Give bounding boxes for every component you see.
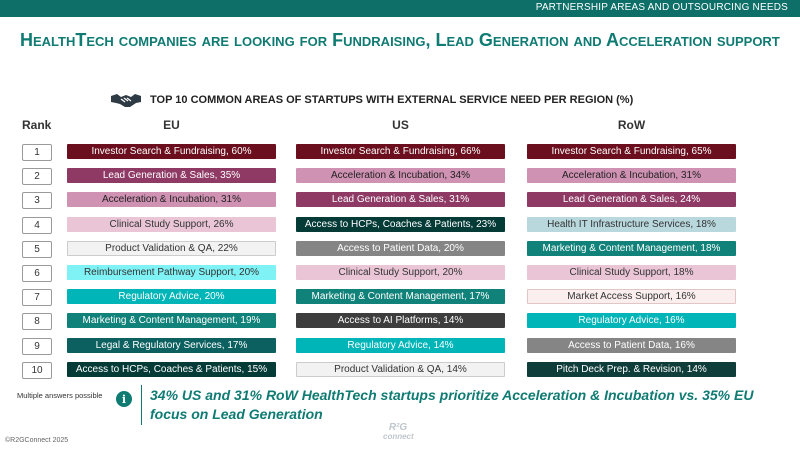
row-rank-6-cell: Clinical Study Support, 18% — [527, 265, 736, 280]
row-rank-4-cell: Health IT Infrastructure Services, 18% — [527, 217, 736, 232]
us-rank-2-cell: Acceleration & Incubation, 34% — [296, 168, 505, 183]
page-title: HealthTech companies are looking for Fun… — [20, 30, 780, 50]
key-insight: 34% US and 31% RoW HealthTech startups p… — [150, 387, 754, 422]
row-rank-10-cell: Pitch Deck Prep. & Revision, 14% — [527, 362, 736, 377]
rank-10: 10 — [22, 362, 52, 379]
rank-header: Rank — [22, 118, 52, 132]
info-icon: i — [116, 391, 132, 407]
rank-9: 9 — [22, 338, 52, 355]
us-rank-7-cell: Marketing & Content Management, 17% — [296, 289, 505, 304]
eu-header: EU — [163, 118, 180, 132]
section-label: PARTNERSHIP AREAS AND OUTSOURCING NEEDS — [535, 2, 788, 13]
row-rank-7-cell: Market Access Support, 16% — [527, 289, 736, 304]
rank-3: 3 — [22, 192, 52, 209]
rank-4: 4 — [22, 217, 52, 234]
rank-5: 5 — [22, 241, 52, 258]
rank-6: 6 — [22, 265, 52, 282]
table-subtitle: TOP 10 COMMON AREAS OF STARTUPS WITH EXT… — [110, 90, 633, 110]
eu-rank-10-cell: Access to HCPs, Coaches & Patients, 15% — [67, 362, 276, 377]
eu-rank-6-cell: Reimbursement Pathway Support, 20% — [67, 265, 276, 280]
copyright: ©R2GConnect 2025 — [5, 437, 69, 444]
us-rank-5-cell: Access to Patient Data, 20% — [296, 241, 505, 256]
handshake-icon — [111, 94, 141, 107]
eu-rank-3-cell: Acceleration & Incubation, 31% — [67, 192, 276, 207]
us-rank-4-cell: Access to HCPs, Coaches & Patients, 23% — [296, 217, 505, 232]
logo-line-1: R²G — [388, 422, 408, 433]
row-rank-8-cell: Regulatory Advice, 16% — [527, 313, 736, 328]
us-rank-9-cell: Regulatory Advice, 14% — [296, 338, 505, 353]
rank-8: 8 — [22, 313, 52, 330]
eu-rank-5-cell: Product Validation & QA, 22% — [67, 241, 276, 256]
table-title: TOP 10 COMMON AREAS OF STARTUPS WITH EXT… — [150, 94, 634, 106]
eu-rank-2-cell: Lead Generation & Sales, 35% — [67, 168, 276, 183]
top-bar: PARTNERSHIP AREAS AND OUTSOURCING NEEDS — [0, 0, 800, 17]
row-rank-1-cell: Investor Search & Fundraising, 65% — [527, 144, 736, 159]
us-rank-10-cell: Product Validation & QA, 14% — [296, 362, 505, 377]
rank-2: 2 — [22, 168, 52, 185]
row-rank-3-cell: Lead Generation & Sales, 24% — [527, 192, 736, 207]
eu-rank-7-cell: Regulatory Advice, 20% — [67, 289, 276, 304]
us-rank-3-cell: Lead Generation & Sales, 31% — [296, 192, 505, 207]
us-header: US — [392, 118, 409, 132]
row-rank-9-cell: Access to Patient Data, 16% — [527, 338, 736, 353]
us-rank-6-cell: Clinical Study Support, 20% — [296, 265, 505, 280]
us-rank-8-cell: Access to AI Platforms, 14% — [296, 313, 505, 328]
eu-rank-8-cell: Marketing & Content Management, 19% — [67, 313, 276, 328]
us-rank-1-cell: Investor Search & Fundraising, 66% — [296, 144, 505, 159]
eu-rank-4-cell: Clinical Study Support, 26% — [67, 217, 276, 232]
logo-line-2: connect — [383, 432, 414, 441]
divider — [141, 385, 142, 425]
row-header: RoW — [617, 118, 646, 132]
row-rank-5-cell: Marketing & Content Management, 18% — [527, 241, 736, 256]
rank-7: 7 — [22, 289, 52, 306]
eu-rank-1-cell: Investor Search & Fundraising, 60% — [67, 144, 276, 159]
row-rank-2-cell: Acceleration & Incubation, 31% — [527, 168, 736, 183]
rank-1: 1 — [22, 144, 52, 161]
footnote: Multiple answers possible — [17, 391, 103, 400]
r2g-logo: R²G connect — [383, 422, 414, 442]
eu-rank-9-cell: Legal & Regulatory Services, 17% — [67, 338, 276, 353]
